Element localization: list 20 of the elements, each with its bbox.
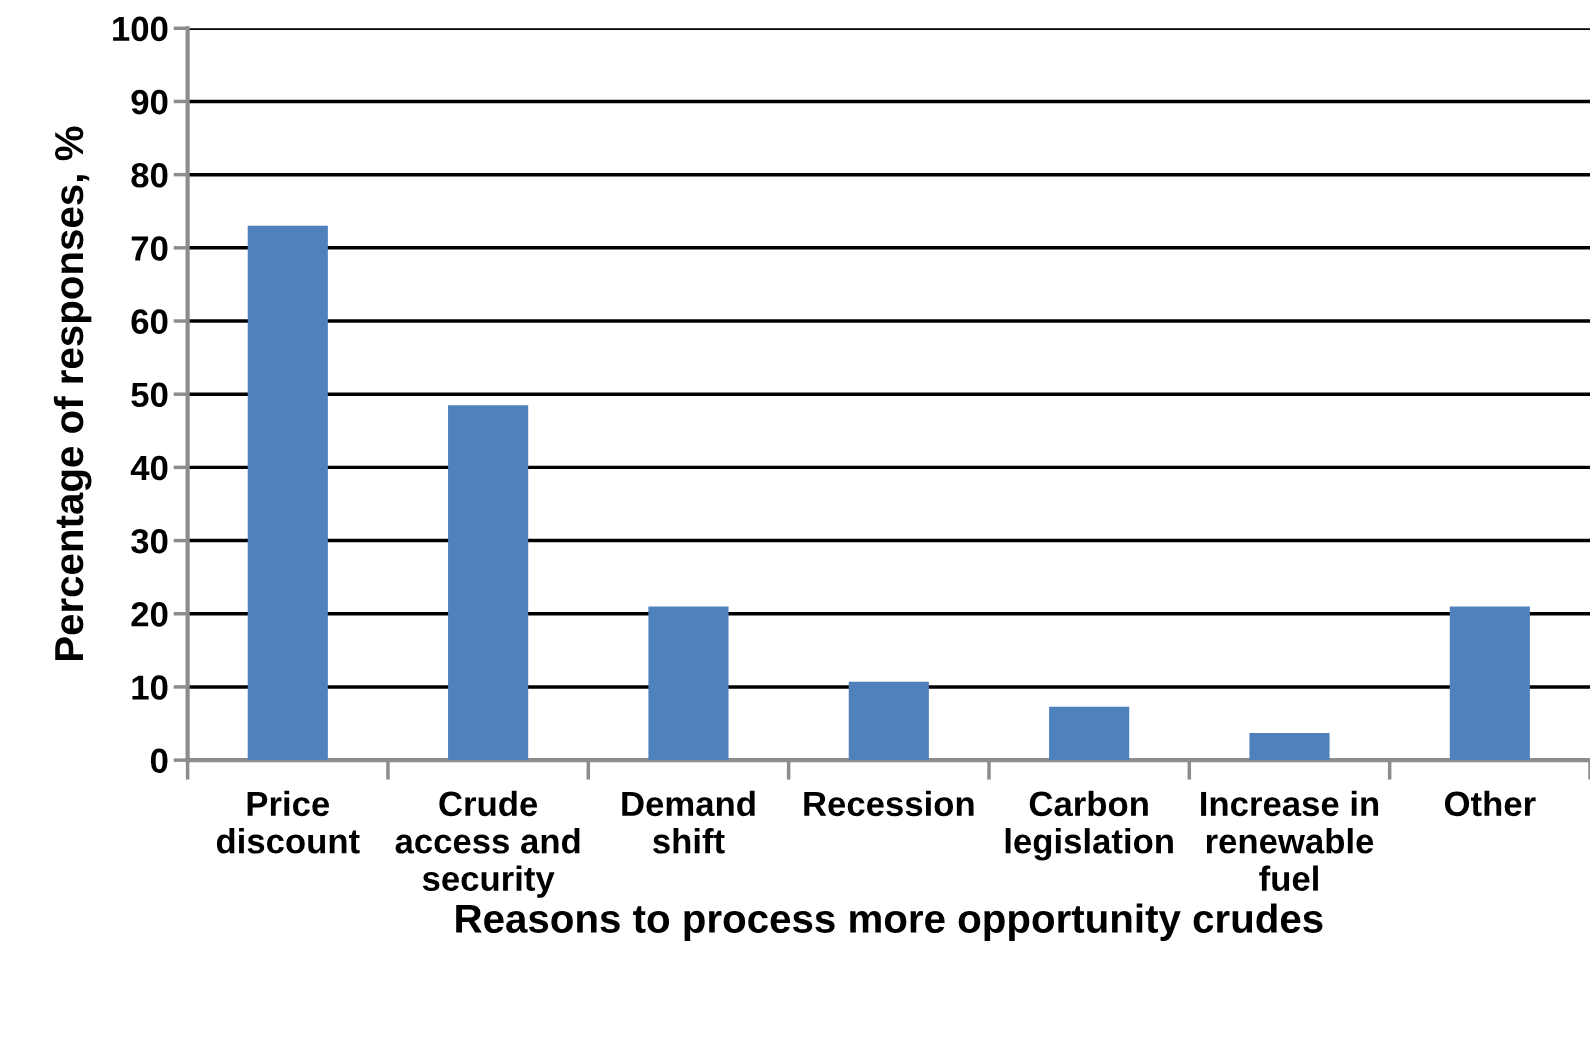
x-tick-label: Price discount (216, 790, 360, 854)
x-axis-title: Reasons to process more opportunity crudes (456, 903, 1323, 941)
y-tick-label: 90 (131, 89, 168, 115)
y-tick-label: 20 (131, 602, 168, 627)
y-tick-label: 10 (132, 675, 168, 700)
y-tick-label: 0 (150, 748, 168, 774)
y-axis-title: Percentage of responses, % (53, 126, 92, 661)
x-tick-label: Other (1444, 790, 1536, 817)
x-tick-label: Recession (804, 790, 974, 817)
y-tick-label: 30 (131, 528, 168, 554)
y-tick-label: 60 (131, 309, 168, 334)
x-tick-label: Demand shift (622, 790, 755, 854)
x-tick-label: Crude access and security (395, 790, 580, 898)
x-tick-label: Carbon legislation (1005, 790, 1173, 861)
y-tick-label: 70 (131, 236, 168, 261)
y-tick-label: 50 (131, 382, 168, 408)
y-tick-label: 80 (131, 162, 168, 188)
x-tick-label: Increase in renewable fuel (1201, 790, 1379, 891)
y-tick-label: 100 (113, 16, 168, 42)
y-tick-label: 40 (130, 455, 168, 481)
